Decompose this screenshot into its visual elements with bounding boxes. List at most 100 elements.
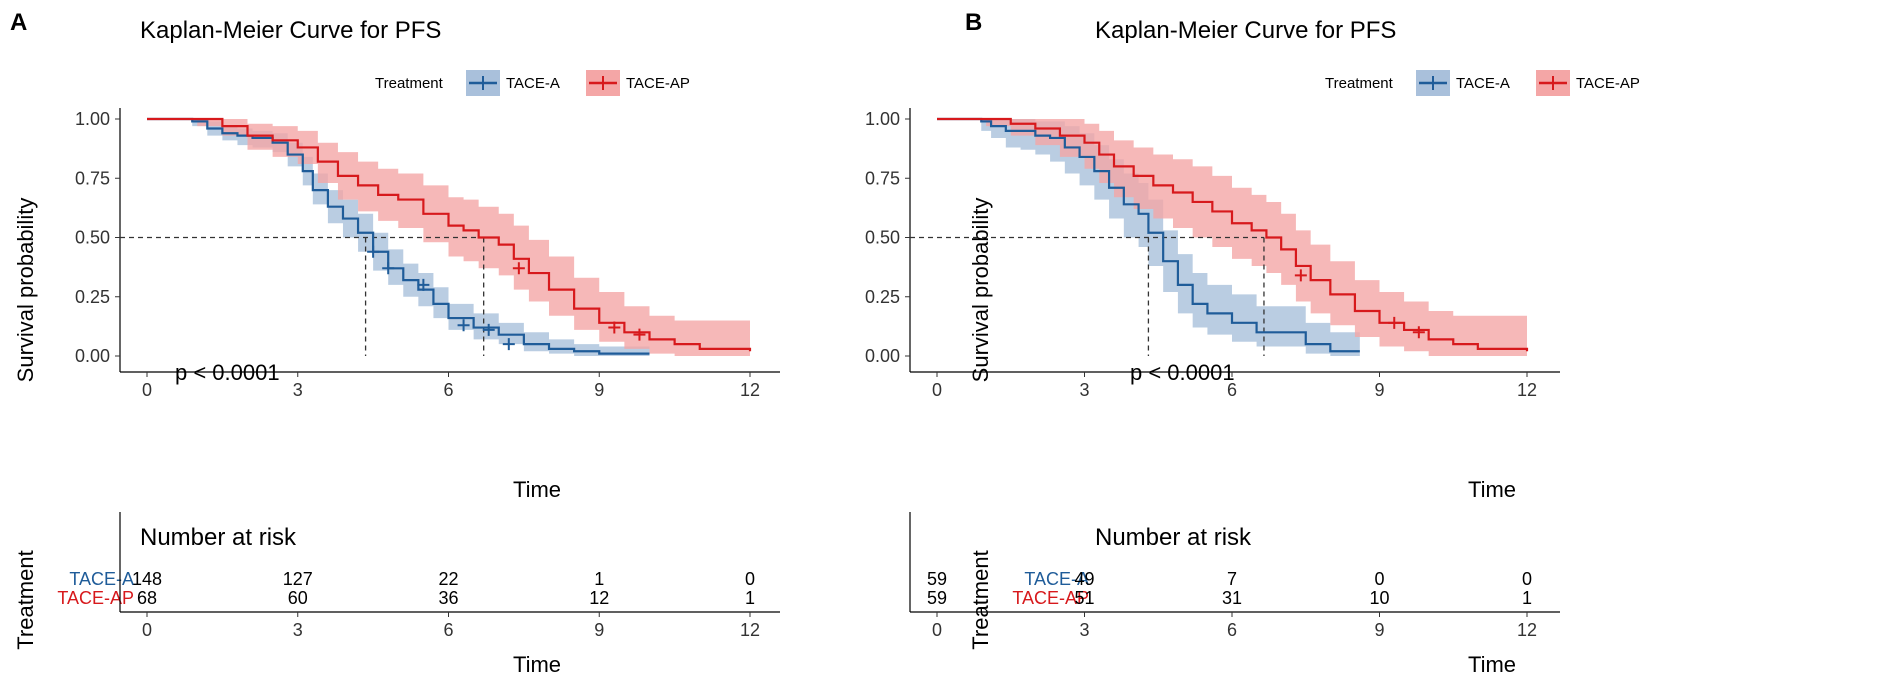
- risk-y-title-a: Treatment: [13, 550, 38, 649]
- censor-mark-tace-ap-a: [633, 328, 646, 341]
- legend-label-tace-a-b: TACE-A: [1456, 75, 1510, 92]
- risk-row-label-tace-ap-b: TACE-AP: [1012, 588, 1089, 608]
- risk-row-label-tace-a-a: TACE-A: [69, 569, 134, 589]
- risk-value-tace-ap-b: 51: [1074, 588, 1094, 608]
- risk-x-tick-label-b: 12: [1517, 620, 1537, 640]
- panel-letter-b: B: [965, 9, 982, 36]
- risk-x-tick-label-b: 3: [1079, 620, 1089, 640]
- risk-values-a: 148 127 22 1 068 60 36 12 10 3 6 9 12: [119, 512, 780, 640]
- y-tick-label-b: 0.00: [865, 346, 900, 366]
- censor-mark-tace-a-a: [367, 245, 380, 258]
- censor-mark-tace-ap-b: [1412, 326, 1425, 339]
- risk-value-tace-ap-a: 36: [438, 588, 458, 608]
- legend-label-tace-ap-a: TACE-AP: [626, 75, 690, 92]
- risk-value-tace-a-b: 0: [1522, 569, 1532, 589]
- risk-title-b: Number at risk: [1095, 524, 1252, 551]
- x-tick-label-a: 12: [740, 380, 760, 400]
- censor-mark-tace-ap-a: [512, 262, 525, 275]
- risk-table-a: Number at risk Treatment TACE-A TACE-AP …: [13, 512, 780, 677]
- ci-band-tace-ap-b: [937, 119, 1527, 356]
- censor-mark-tace-a-a: [457, 319, 470, 332]
- legend-title-a: Treatment: [375, 75, 444, 92]
- x-axis-title-b: Time: [1468, 477, 1516, 502]
- panel-letter-a: A: [10, 9, 27, 36]
- risk-value-tace-ap-a: 12: [589, 588, 609, 608]
- censor-mark-tace-a-a: [482, 323, 495, 336]
- x-axis-title-a: Time: [513, 477, 561, 502]
- risk-value-tace-ap-a: 68: [137, 588, 157, 608]
- risk-x-tick-label-a: 9: [594, 620, 604, 640]
- y-tick-label-b: 0.75: [865, 168, 900, 188]
- risk-value-tace-a-a: 22: [438, 569, 458, 589]
- risk-value-tace-a-b: 0: [1374, 569, 1384, 589]
- risk-table-b: Number at risk Treatment TACE-A TACE-AP …: [909, 512, 1560, 677]
- censor-mark-tace-ap-b: [1388, 316, 1401, 329]
- chart-title-b: Kaplan-Meier Curve for PFS: [1095, 17, 1396, 44]
- legend-label-tace-ap-b: TACE-AP: [1576, 75, 1640, 92]
- censor-mark-tace-ap-a: [608, 321, 621, 334]
- y-tick-label-a: 1.00: [75, 109, 110, 129]
- risk-value-tace-a-a: 1: [594, 569, 604, 589]
- chart-title-a: Kaplan-Meier Curve for PFS: [140, 17, 441, 44]
- p-value-b: p < 0.0001: [1130, 360, 1235, 385]
- risk-value-tace-a-a: 0: [745, 569, 755, 589]
- risk-x-tick-label-a: 0: [142, 620, 152, 640]
- legend-title-b: Treatment: [1325, 75, 1394, 92]
- p-value-a: p < 0.0001: [175, 360, 280, 385]
- km-curve-tace-ap-b: [937, 117, 1529, 352]
- risk-title-a: Number at risk: [140, 524, 297, 551]
- x-tick-label-a: 6: [443, 380, 453, 400]
- risk-row-label-tace-ap-a: TACE-AP: [57, 588, 134, 608]
- risk-x-tick-label-b: 6: [1227, 620, 1237, 640]
- risk-value-tace-a-a: 127: [283, 569, 313, 589]
- y-tick-label-a: 0.50: [75, 228, 110, 248]
- y-tick-label-b: 0.50: [865, 228, 900, 248]
- risk-y-title-b: Treatment: [968, 550, 993, 649]
- x-tick-label-b: 3: [1079, 380, 1089, 400]
- panel-b: B Kaplan-Meier Curve for PFS Treatment T…: [865, 9, 1640, 677]
- x-tick-label-b: 12: [1517, 380, 1537, 400]
- y-tick-label-a: 0.25: [75, 287, 110, 307]
- km-curve-tace-a-b: [937, 117, 1360, 353]
- km-curve-tace-ap-a: [147, 117, 752, 352]
- risk-value-tace-ap-b: 59: [927, 588, 947, 608]
- risk-value-tace-ap-b: 31: [1222, 588, 1242, 608]
- risk-row-label-tace-a-b: TACE-A: [1024, 569, 1089, 589]
- km-curve-tace-a-a: [147, 117, 650, 355]
- risk-values-b: 59 49 7 0 059 51 31 10 10 3 6 9 12: [909, 512, 1560, 640]
- censor-mark-tace-ap-b: [1294, 269, 1307, 282]
- risk-value-tace-ap-b: 10: [1369, 588, 1389, 608]
- risk-x-tick-label-a: 12: [740, 620, 760, 640]
- y-axis-title-a: Survival probability: [13, 198, 38, 383]
- y-tick-label-b: 0.25: [865, 287, 900, 307]
- legend-a: Treatment TACE-A TACE-AP: [375, 70, 690, 96]
- risk-x-title-b: Time: [1468, 652, 1516, 677]
- x-tick-label-b: 6: [1227, 380, 1237, 400]
- risk-x-tick-label-a: 3: [293, 620, 303, 640]
- x-tick-label-b: 0: [932, 380, 942, 400]
- risk-value-tace-a-b: 49: [1074, 569, 1094, 589]
- risk-x-tick-label-b: 0: [932, 620, 942, 640]
- x-tick-label-a: 9: [594, 380, 604, 400]
- risk-x-title-a: Time: [513, 652, 561, 677]
- x-tick-label-a: 0: [142, 380, 152, 400]
- risk-value-tace-ap-b: 1: [1522, 588, 1532, 608]
- censor-mark-tace-a-a: [417, 278, 430, 291]
- legend-b: Treatment TACE-A TACE-AP: [1325, 70, 1640, 96]
- risk-value-tace-ap-a: 1: [745, 588, 755, 608]
- risk-value-tace-a-a: 148: [132, 569, 162, 589]
- risk-value-tace-ap-a: 60: [288, 588, 308, 608]
- panel-a: A Kaplan-Meier Curve for PFS Treatment T…: [10, 9, 780, 677]
- censor-mark-tace-a-a: [382, 262, 395, 275]
- risk-x-tick-label-b: 9: [1374, 620, 1384, 640]
- x-tick-label-b: 9: [1374, 380, 1384, 400]
- y-tick-label-a: 0.00: [75, 346, 110, 366]
- x-tick-label-a: 3: [293, 380, 303, 400]
- y-tick-label-a: 0.75: [75, 168, 110, 188]
- km-plot-b: 0.00 0.25 0.50 0.75 1.00 0 3 6 9 12: [865, 108, 1560, 400]
- legend-label-tace-a-a: TACE-A: [506, 75, 560, 92]
- censor-mark-tace-a-a: [502, 338, 515, 351]
- risk-value-tace-a-b: 7: [1227, 569, 1237, 589]
- y-axis-title-b: Survival probability: [968, 198, 993, 383]
